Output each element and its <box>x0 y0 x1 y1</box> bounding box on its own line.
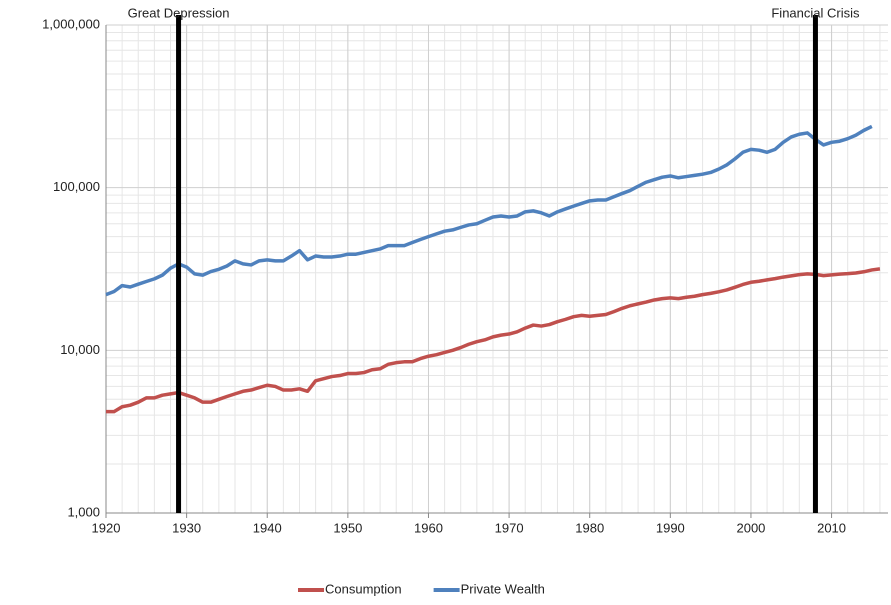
x-tick-label: 1960 <box>414 520 443 535</box>
annotation-label: Financial Crisis <box>771 5 860 20</box>
legend-label: Consumption <box>325 581 402 596</box>
annotation-label: Great Depression <box>128 5 230 20</box>
legend-label: Private Wealth <box>461 581 545 596</box>
y-tick-label: 10,000 <box>60 342 100 357</box>
x-tick-label: 2010 <box>817 520 846 535</box>
y-tick-label: 100,000 <box>53 179 100 194</box>
x-tick-label: 1930 <box>172 520 201 535</box>
x-tick-label: 1920 <box>92 520 121 535</box>
x-tick-label: 1950 <box>333 520 362 535</box>
x-tick-label: 1990 <box>656 520 685 535</box>
x-tick-label: 1940 <box>253 520 282 535</box>
x-tick-label: 1970 <box>495 520 524 535</box>
series-line <box>105 124 873 297</box>
series-line <box>106 267 881 414</box>
y-tick-label: 1,000 <box>67 504 100 519</box>
y-tick-label: 1,000,000 <box>42 16 100 31</box>
x-tick-label: 2000 <box>736 520 765 535</box>
x-tick-label: 1980 <box>575 520 604 535</box>
